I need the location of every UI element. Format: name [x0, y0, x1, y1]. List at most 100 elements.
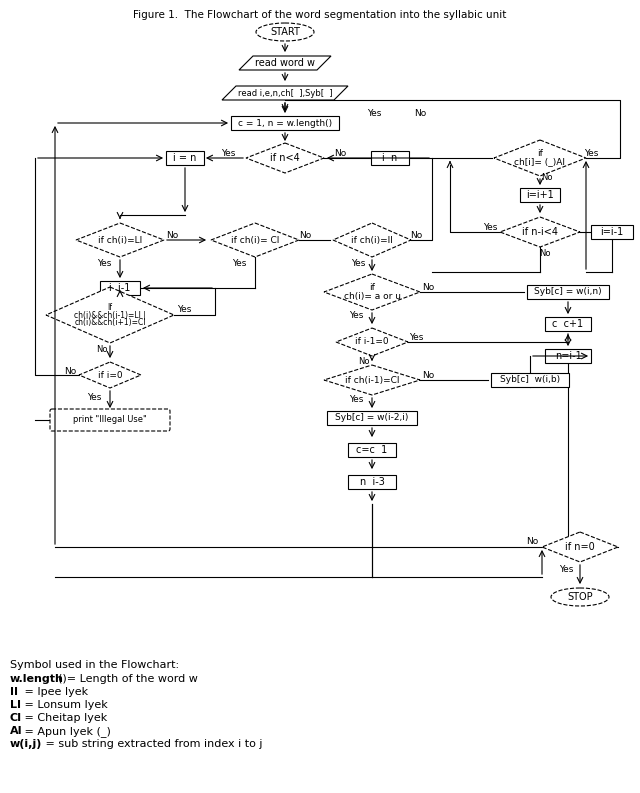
Text: Syb[c] = w(i,n): Syb[c] = w(i,n) — [534, 288, 602, 297]
Polygon shape — [222, 86, 348, 100]
Text: ch(i)&&ch(i+1)=CI: ch(i)&&ch(i+1)=CI — [74, 319, 146, 328]
Polygon shape — [46, 287, 174, 343]
Bar — [166, 151, 204, 165]
Text: ch(i)&&ch(i-1)=LI |: ch(i)&&ch(i-1)=LI | — [74, 311, 146, 320]
Text: i  i-1: i i-1 — [109, 283, 131, 293]
Text: c  c+1: c c+1 — [552, 319, 584, 329]
Text: START: START — [270, 27, 300, 37]
Text: Syb[c]  w(i,b): Syb[c] w(i,b) — [500, 376, 560, 385]
Text: II: II — [10, 687, 18, 697]
Polygon shape — [333, 223, 411, 257]
Polygon shape — [494, 140, 586, 176]
Text: ch(i)= a or u: ch(i)= a or u — [344, 292, 401, 301]
Text: AI: AI — [10, 726, 22, 736]
Text: No: No — [410, 231, 422, 239]
Text: Yes: Yes — [349, 311, 363, 320]
Ellipse shape — [256, 23, 314, 41]
Bar — [545, 349, 591, 363]
Text: = Cheitap Iyek: = Cheitap Iyek — [21, 713, 108, 723]
Text: i  n: i n — [382, 153, 397, 163]
Bar — [327, 411, 417, 425]
Polygon shape — [542, 532, 618, 562]
Polygon shape — [324, 274, 420, 310]
Polygon shape — [246, 143, 324, 173]
Text: STOP: STOP — [567, 592, 593, 602]
Text: if n<4: if n<4 — [270, 153, 300, 163]
Text: i=i-1: i=i-1 — [600, 227, 623, 237]
Text: c = 1, n = w.length(): c = 1, n = w.length() — [238, 118, 332, 128]
Text: Yes: Yes — [559, 565, 573, 573]
Text: No: No — [96, 344, 108, 354]
Bar — [371, 151, 409, 165]
Text: CI: CI — [10, 713, 22, 723]
Bar — [545, 317, 591, 331]
Text: No: No — [358, 358, 370, 366]
Text: if i=0: if i=0 — [98, 370, 122, 380]
Text: if n=0: if n=0 — [565, 542, 595, 552]
Text: No: No — [540, 250, 551, 259]
Text: n  i-3: n i-3 — [360, 477, 385, 487]
Text: if i-1=0: if i-1=0 — [355, 338, 389, 347]
Text: No: No — [334, 148, 346, 158]
Text: if ch(i-1)=CI: if ch(i-1)=CI — [345, 376, 399, 385]
Ellipse shape — [551, 588, 609, 606]
Text: Yes: Yes — [349, 396, 363, 404]
Bar — [527, 285, 609, 299]
Text: Yes: Yes — [483, 223, 497, 232]
Bar — [520, 188, 560, 202]
Text: Yes: Yes — [97, 259, 111, 267]
Text: if ch(i)=II: if ch(i)=II — [351, 236, 393, 244]
Text: if ch(i)= CI: if ch(i)= CI — [231, 236, 279, 244]
Text: i=i+1: i=i+1 — [526, 190, 554, 200]
Text: Yes: Yes — [221, 148, 235, 158]
Text: Yes: Yes — [177, 305, 191, 315]
Text: ch[i]= (_)AI: ch[i]= (_)AI — [515, 158, 566, 167]
Text: ()= Length of the word w: ()= Length of the word w — [58, 674, 198, 684]
Bar — [100, 281, 140, 295]
Text: read word w: read word w — [255, 58, 315, 68]
Text: If: If — [108, 302, 113, 312]
Bar — [491, 373, 569, 387]
Bar — [348, 443, 396, 457]
Text: No: No — [166, 231, 178, 239]
Bar — [231, 116, 339, 130]
Text: n=i-1: n=i-1 — [555, 351, 581, 361]
Text: Yes: Yes — [409, 332, 423, 342]
Polygon shape — [76, 223, 164, 257]
Polygon shape — [79, 362, 141, 388]
Text: if: if — [369, 284, 375, 293]
Bar — [591, 225, 633, 239]
Text: c=c  1: c=c 1 — [356, 445, 388, 455]
Text: No: No — [422, 282, 434, 292]
Text: w(i,j): w(i,j) — [10, 739, 42, 749]
Text: Yes: Yes — [351, 259, 365, 267]
Text: Yes: Yes — [232, 259, 246, 267]
Text: No: No — [64, 366, 76, 376]
Text: Figure 1.  The Flowchart of the word segmentation into the syllabic unit: Figure 1. The Flowchart of the word segm… — [133, 10, 507, 20]
Text: if ch(i)=LI: if ch(i)=LI — [98, 236, 142, 244]
Text: = Lonsum Iyek: = Lonsum Iyek — [21, 700, 108, 710]
Text: No: No — [299, 231, 311, 239]
Polygon shape — [500, 217, 580, 247]
FancyBboxPatch shape — [50, 409, 170, 431]
Text: i = n: i = n — [173, 153, 196, 163]
Text: No: No — [541, 174, 553, 182]
Text: if n-i<4: if n-i<4 — [522, 227, 558, 237]
Polygon shape — [211, 223, 299, 257]
Polygon shape — [239, 56, 331, 70]
Text: w.length: w.length — [10, 674, 64, 684]
Text: Syb[c] = w(i-2,i): Syb[c] = w(i-2,i) — [335, 413, 409, 423]
Polygon shape — [336, 328, 408, 356]
Text: = Ipee Iyek: = Ipee Iyek — [21, 687, 88, 697]
Text: = Apun Iyek (_): = Apun Iyek (_) — [21, 726, 111, 737]
Text: No: No — [422, 370, 434, 380]
Text: Yes: Yes — [584, 148, 598, 158]
Text: Yes: Yes — [87, 393, 101, 401]
Polygon shape — [324, 365, 420, 395]
Bar — [348, 475, 396, 489]
Text: No: No — [526, 538, 538, 546]
Text: LI: LI — [10, 700, 21, 710]
Text: = sub string extracted from index i to j: = sub string extracted from index i to j — [42, 739, 262, 749]
Text: Symbol used in the Flowchart:: Symbol used in the Flowchart: — [10, 660, 179, 670]
Text: No: No — [414, 109, 426, 118]
